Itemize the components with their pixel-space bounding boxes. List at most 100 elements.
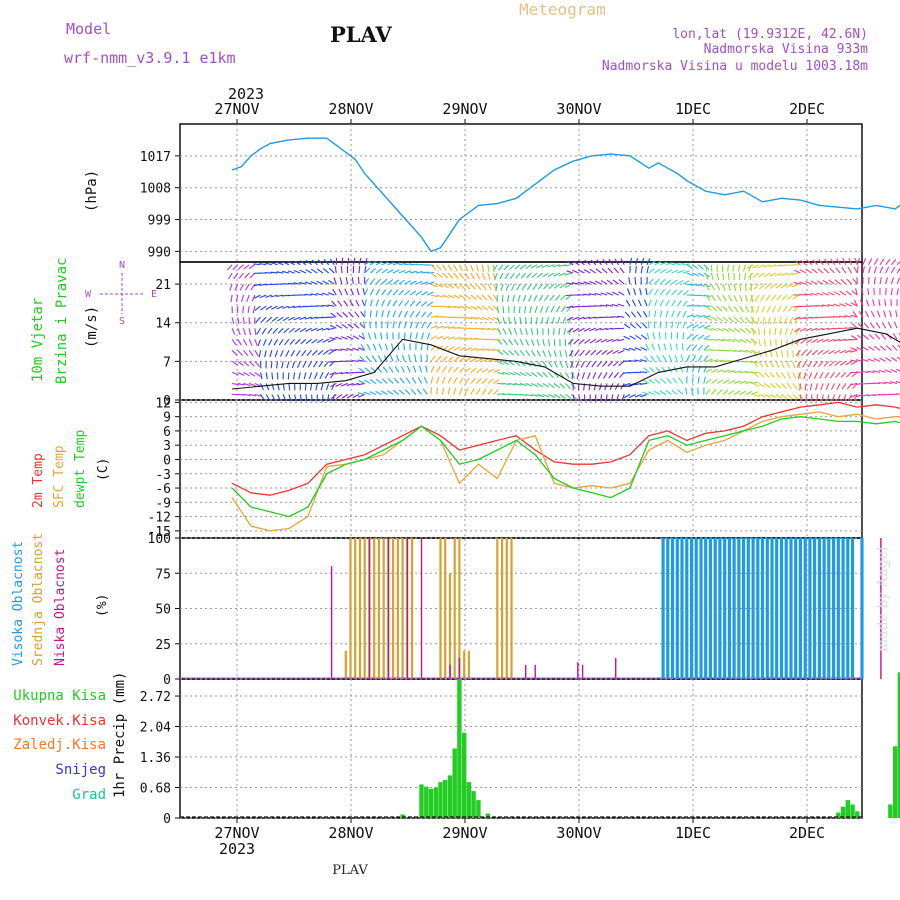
wind-barb [324,372,330,379]
wind-barb [765,294,771,302]
wind-barb [278,338,284,346]
wind-barb [436,264,442,271]
wind-barb [275,361,279,369]
wind-barb [821,394,824,402]
wind-barb [818,259,824,266]
wind-barb [239,283,244,291]
wind-barb [783,316,788,324]
wind-barb [777,305,782,313]
wind-barb [519,339,524,346]
wind-barb [470,338,478,340]
wind-barb [436,355,442,362]
wind-barb [602,258,608,266]
wind-barb [654,299,658,307]
wind-barb [304,293,312,296]
wind-barb [276,261,284,266]
wind-barb [346,393,354,399]
wind-barb [447,294,455,299]
wind-barb [384,343,388,351]
wind-barb [352,382,360,386]
wind-barb [248,371,256,377]
wind-barb [392,279,400,285]
wind-barb [360,311,366,318]
wind-barb [254,371,261,378]
mid-cloud-bar [349,538,352,679]
wind-barb [341,323,348,329]
wind-barb [608,372,614,379]
wind-barb [430,335,438,340]
wind-barb [875,322,881,329]
wind-barb [776,294,782,301]
wind-barb [597,372,602,379]
wind-barb [271,394,276,401]
wind-barb [895,380,900,384]
wind-barb [340,266,343,274]
low-cloud-bar [577,662,579,679]
wind-barb [470,264,474,272]
wind-barb [745,381,753,384]
wind-barb [858,311,864,318]
wind-barb [481,272,486,280]
wind-barb [781,394,788,399]
lonlat-text: lon,lat (19.9312E, 42.6N) [672,27,868,42]
wind-barb [282,305,290,309]
wind-barb [716,369,724,373]
wind-barb [257,339,262,347]
mid-cloud-bar [496,538,499,679]
wind-barb [262,339,267,346]
wind-barb [378,343,383,351]
wind-barb [321,292,329,296]
high-cloud-bar [718,538,722,679]
mid-cloud-bar [401,538,404,679]
wind-barb [780,283,788,289]
precip-bar [850,804,855,818]
wind-barb [856,393,864,398]
wind-barb [517,294,521,302]
wind-barb [686,323,693,329]
wind-barb [476,348,484,351]
wind-barb [459,294,466,300]
wind-barb [703,376,706,384]
wind-barb [487,272,491,280]
wind-barb [749,272,752,280]
wind-barb [564,264,572,267]
wind-barb [357,393,365,398]
wind-barb [861,393,869,397]
wind-ytick-label: 0 [163,394,171,409]
wind-barb [409,300,416,307]
wind-barb [493,368,501,373]
wind-barb [231,371,239,376]
wind-barb [850,359,858,362]
wind-barb [276,271,284,274]
wind-barb [240,294,244,302]
wind-barb [344,288,349,296]
wind-barb [572,327,580,333]
wind-barb [538,294,544,302]
wind-barb [525,339,530,346]
wind-barb [805,327,813,332]
wind-barb [248,328,252,336]
wind-barb [496,306,499,314]
wind-barb [803,372,807,380]
wind-barb [733,380,741,384]
wind-barb [312,361,318,368]
wind-barb [481,305,489,311]
wind-barb [508,360,515,366]
wind-barb [300,338,307,345]
wind-barb [745,391,753,395]
wind-barb [304,383,307,391]
wind-barb [711,368,719,373]
wind-barb [510,283,515,291]
wind-barb [852,311,858,318]
wind-barb [231,317,235,325]
wind-barb [447,326,456,329]
temperature-panel [179,399,863,539]
wind-barb [592,372,597,380]
cloud-ytick-label: 50 [155,603,171,618]
pressure-ytick-label: 1017 [140,150,171,165]
wind-barb [287,270,295,274]
wind-barb [381,378,388,384]
wind-barb [359,323,366,329]
wind-barb [430,272,438,278]
wind-barb [237,360,244,366]
